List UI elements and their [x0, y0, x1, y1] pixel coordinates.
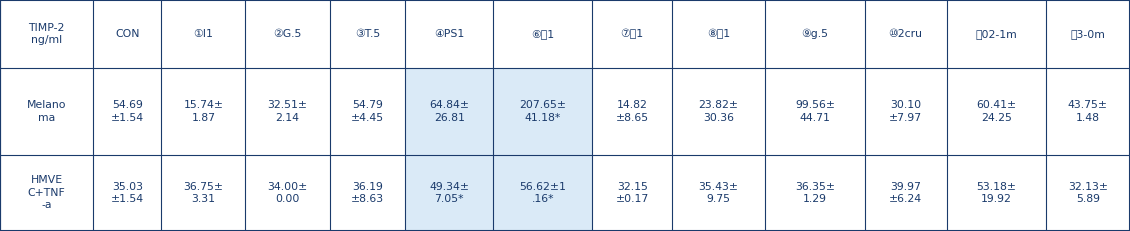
Bar — [406, 155, 493, 231]
Bar — [330, 0, 406, 68]
Text: 64.84±
26.81: 64.84± 26.81 — [429, 100, 469, 123]
Bar — [493, 155, 592, 231]
Text: ⑫3-0m: ⑫3-0m — [1070, 29, 1105, 39]
Bar — [765, 0, 864, 68]
Bar — [162, 0, 245, 68]
Bar — [864, 0, 947, 68]
Text: HMVE
C+TNF
-a: HMVE C+TNF -a — [28, 176, 66, 210]
Text: 36.35±
1.29: 36.35± 1.29 — [796, 182, 835, 204]
Text: ⑪02-1m: ⑪02-1m — [975, 29, 1017, 39]
Text: 32.13±
5.89: 32.13± 5.89 — [1068, 182, 1107, 204]
Text: 99.56±
44.71: 99.56± 44.71 — [796, 100, 835, 123]
Bar — [406, 68, 493, 155]
Text: Melano
ma: Melano ma — [27, 100, 67, 123]
Text: 39.97
±6.24: 39.97 ±6.24 — [889, 182, 922, 204]
Text: 43.75±
1.48: 43.75± 1.48 — [1068, 100, 1107, 123]
Text: ③T.5: ③T.5 — [355, 29, 380, 39]
Bar — [592, 0, 672, 68]
Text: 35.43±
9.75: 35.43± 9.75 — [698, 182, 739, 204]
Bar — [0, 0, 94, 68]
Bar — [672, 0, 765, 68]
Text: ⑩2cru: ⑩2cru — [888, 29, 922, 39]
Text: TIMP-2
ng/ml: TIMP-2 ng/ml — [28, 23, 64, 45]
Text: 14.82
±8.65: 14.82 ±8.65 — [616, 100, 649, 123]
Text: 32.15
±0.17: 32.15 ±0.17 — [616, 182, 649, 204]
Text: 15.74±
1.87: 15.74± 1.87 — [183, 100, 224, 123]
Text: 56.62±1
.16*: 56.62±1 .16* — [520, 182, 566, 204]
Text: 23.82±
30.36: 23.82± 30.36 — [698, 100, 739, 123]
Text: 36.19
±8.63: 36.19 ±8.63 — [351, 182, 384, 204]
Text: 35.03
±1.54: 35.03 ±1.54 — [111, 182, 144, 204]
Text: CON: CON — [115, 29, 140, 39]
Text: 54.69
±1.54: 54.69 ±1.54 — [111, 100, 144, 123]
Text: 34.00±
0.00: 34.00± 0.00 — [268, 182, 307, 204]
Bar — [493, 0, 592, 68]
Text: ⑨g.5: ⑨g.5 — [801, 29, 828, 39]
Bar — [947, 0, 1046, 68]
Text: 49.34±
7.05*: 49.34± 7.05* — [429, 182, 469, 204]
Text: 36.75±
3.31: 36.75± 3.31 — [183, 182, 224, 204]
Bar — [493, 68, 592, 155]
Bar — [406, 0, 493, 68]
Text: 53.18±
19.92: 53.18± 19.92 — [976, 182, 1016, 204]
Text: 32.51±
2.14: 32.51± 2.14 — [268, 100, 307, 123]
Text: 207.65±
41.18*: 207.65± 41.18* — [520, 100, 566, 123]
Text: ⑧ち1: ⑧ち1 — [707, 29, 730, 39]
Bar — [1046, 0, 1130, 68]
Text: 30.10
±7.97: 30.10 ±7.97 — [889, 100, 922, 123]
Text: ⑦つ1: ⑦つ1 — [620, 29, 644, 39]
Text: ①I1: ①I1 — [193, 29, 214, 39]
Bar — [245, 0, 330, 68]
Bar — [94, 0, 162, 68]
Text: ②G.5: ②G.5 — [273, 29, 302, 39]
Text: ⑥ｯ1: ⑥ｯ1 — [531, 29, 555, 39]
Text: 54.79
±4.45: 54.79 ±4.45 — [351, 100, 384, 123]
Text: 60.41±
24.25: 60.41± 24.25 — [976, 100, 1016, 123]
Text: ④PS1: ④PS1 — [434, 29, 464, 39]
